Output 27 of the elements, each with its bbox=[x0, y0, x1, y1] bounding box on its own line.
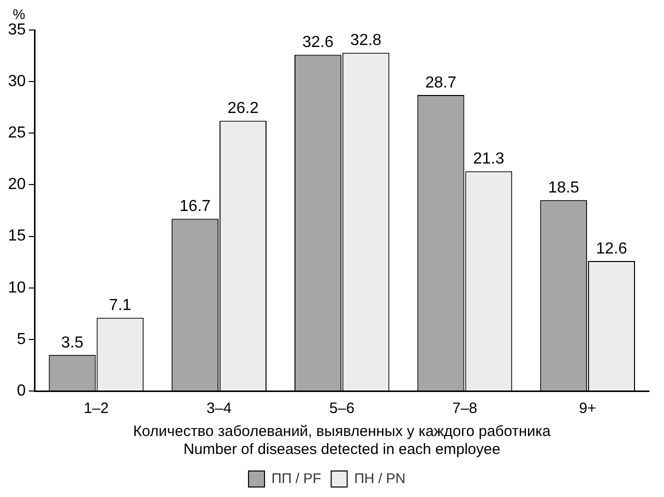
x-tick-label: 3–4 bbox=[206, 400, 232, 418]
x-tick-label: 7–8 bbox=[452, 400, 478, 418]
x-tick-label: 1–2 bbox=[84, 400, 109, 418]
y-tick-label: 10 bbox=[8, 279, 26, 296]
legend-label: ПП / PF bbox=[272, 470, 322, 486]
x-tick-label: 5–6 bbox=[329, 400, 354, 418]
y-tick-label: 35 bbox=[8, 21, 26, 38]
data-label: 32.6 bbox=[302, 34, 334, 52]
data-label: 12.6 bbox=[596, 240, 628, 258]
data-label: 3.5 bbox=[61, 334, 84, 352]
y-axis-title: % bbox=[12, 6, 26, 22]
legend-label: ПН / PN bbox=[354, 470, 406, 486]
y-tick-label: 0 bbox=[16, 382, 26, 400]
y-tick-label: 20 bbox=[8, 176, 26, 194]
data-label: 32.8 bbox=[350, 32, 382, 50]
x-tick-label: 9+ bbox=[579, 400, 596, 418]
data-label: 26.2 bbox=[227, 100, 259, 118]
data-label: 21.3 bbox=[473, 150, 504, 168]
x-axis-title: Количество заболеваний, выявленных у каждого работника Number of diseases detected in each employee bbox=[133, 423, 552, 458]
y-tick-label: 25 bbox=[8, 124, 26, 142]
y-tick-label: 5 bbox=[16, 330, 26, 348]
data-label: 18.5 bbox=[548, 180, 580, 197]
y-tick-label: 30 bbox=[8, 72, 26, 90]
data-label: 16.7 bbox=[180, 198, 211, 216]
data-label: 7.1 bbox=[109, 297, 132, 314]
data-label: 28.7 bbox=[425, 74, 456, 92]
y-tick-label: 15 bbox=[8, 228, 26, 245]
